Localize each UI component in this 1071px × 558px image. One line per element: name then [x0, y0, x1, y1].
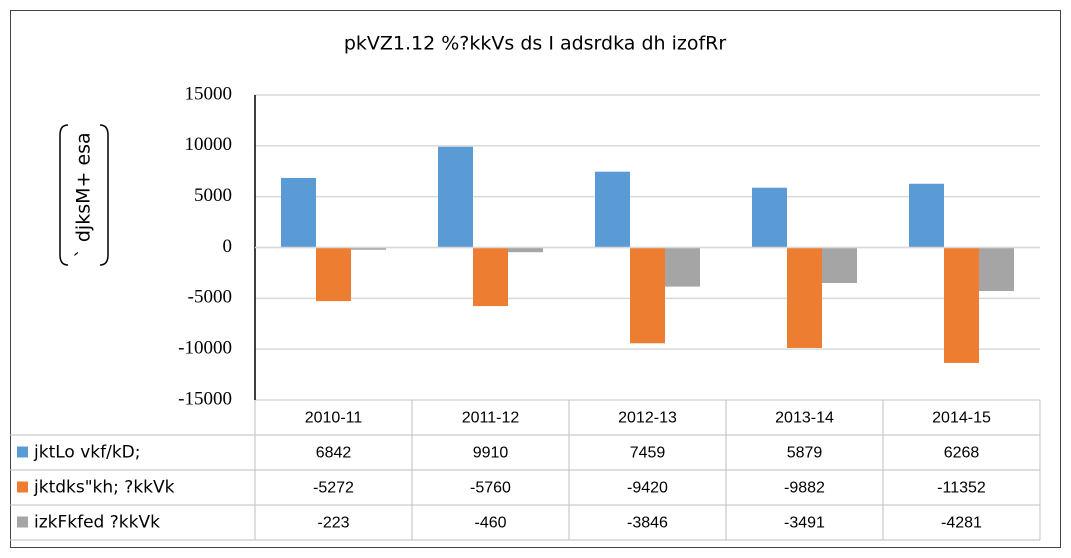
x-tick-label: 2013-14 — [775, 410, 834, 427]
table-value: -5272 — [313, 480, 354, 497]
y-tick-label: 0 — [223, 236, 233, 257]
table-value: -4281 — [941, 515, 982, 532]
legend-label: izkFkfed ?kkVk — [34, 513, 160, 533]
table-value: 5879 — [787, 445, 823, 462]
legend-swatch — [17, 481, 28, 493]
y-tick-label: -5000 — [188, 287, 232, 308]
bar — [979, 247, 1014, 292]
x-tick-label: 2010-11 — [305, 410, 363, 427]
bracket — [99, 124, 109, 266]
legend-label: jktdks"kh; ?kkVk — [33, 478, 175, 498]
bar — [665, 247, 700, 287]
y-tick-label: 5000 — [194, 185, 232, 206]
x-tick-label: 2011-12 — [462, 410, 520, 427]
x-tick-label: 2014-15 — [932, 410, 991, 427]
x-tick-label: 2012-13 — [618, 410, 677, 427]
bar — [508, 247, 543, 253]
table-value: -5760 — [470, 480, 511, 497]
bracket — [59, 124, 69, 266]
table-value: 6842 — [316, 445, 352, 462]
chart-frame — [10, 10, 1061, 548]
bar — [752, 187, 787, 248]
bar — [787, 247, 822, 348]
bar — [438, 146, 473, 248]
legend-swatch — [17, 446, 28, 458]
bar — [316, 247, 351, 302]
bar — [473, 247, 508, 307]
table-value: 7459 — [630, 445, 666, 462]
table-value: -3846 — [627, 515, 668, 532]
table-value: -9882 — [784, 480, 825, 497]
table-value: 6268 — [944, 445, 980, 462]
table-value: -223 — [317, 515, 349, 532]
bar — [595, 171, 630, 248]
bar — [281, 177, 316, 248]
table-value: 9910 — [473, 445, 509, 462]
table-value: -9420 — [627, 480, 668, 497]
bar — [822, 247, 857, 283]
legend-label: jktLo vkf/kD; — [33, 443, 141, 463]
table-value: -460 — [474, 515, 506, 532]
bar — [630, 247, 665, 344]
y-axis-label-group: ` djksM+ esa — [59, 124, 109, 266]
y-tick-label: -15000 — [178, 388, 232, 409]
y-axis-label: ` djksM+ esa — [73, 132, 95, 257]
table-value: -3491 — [784, 515, 825, 532]
bar — [909, 183, 944, 248]
y-tick-label: 10000 — [185, 134, 233, 155]
legend-swatch — [17, 516, 28, 528]
y-tick-label: -10000 — [178, 338, 232, 359]
chart-title: pkVZ1.12 %?kkVs ds I adsrdka dh izofRr — [344, 33, 727, 55]
bar — [944, 247, 979, 363]
bar — [351, 247, 386, 250]
y-tick-label: 15000 — [185, 83, 233, 104]
table-value: -11352 — [937, 480, 986, 497]
